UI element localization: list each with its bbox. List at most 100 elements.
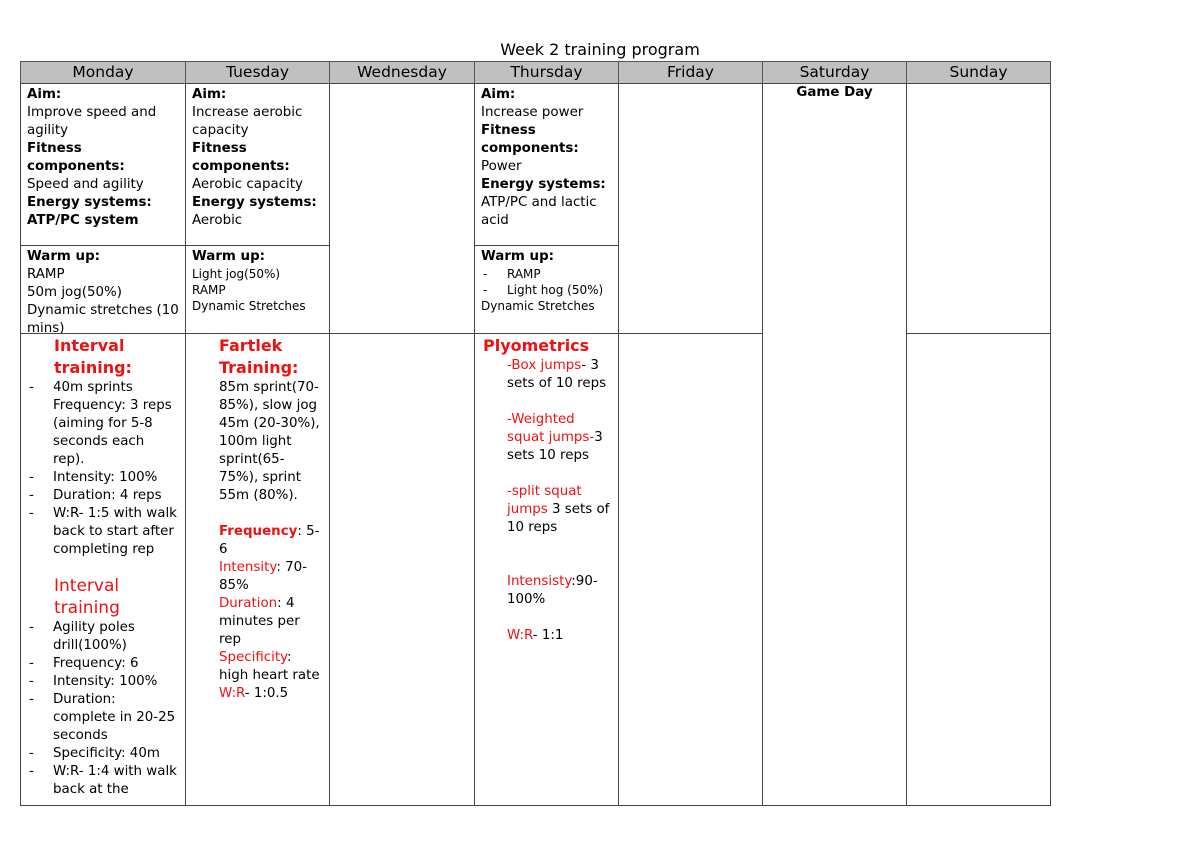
- header-tuesday: Tuesday: [185, 61, 330, 84]
- warmup-item: Dynamic Stretches: [192, 299, 306, 313]
- warmup-item: Light jog(50%): [192, 267, 281, 281]
- saturday-cell: Game Day: [762, 83, 907, 806]
- detail-specificity: Specificity: high heart rate: [219, 649, 321, 685]
- warmup-label: Warm up:: [27, 249, 101, 264]
- header-friday: Friday: [618, 61, 763, 84]
- detail-label: Specificity: [219, 650, 288, 665]
- exercise-box-jumps: -Box jumps- 3 sets of 10 reps: [507, 357, 612, 393]
- wr-detail: W:R- 1:1: [507, 627, 612, 645]
- list-item: W:R- 1:4 with walk back at the: [27, 763, 179, 799]
- intensity-detail: Intensisty:90-100%: [507, 573, 612, 609]
- detail-label: W:R: [507, 628, 533, 643]
- monday-aim-cell: Aim: Improve speed and agility Fitness c…: [20, 83, 186, 246]
- fitness-label: Fitness components:: [481, 123, 579, 156]
- header-wednesday: Wednesday: [329, 61, 475, 84]
- header-monday: Monday: [20, 61, 186, 84]
- monday-warmup-cell: Warm up: RAMP 50m jog(50%) Dynamic stret…: [20, 245, 186, 334]
- detail-value: : 70-85%: [219, 560, 307, 593]
- list-item: W:R- 1:5 with walk back to start after c…: [27, 505, 179, 559]
- thursday-session-cell: Plyometrics -Box jumps- 3 sets of 10 rep…: [474, 333, 619, 806]
- detail-intensity: Intensity: 70-85%: [219, 559, 321, 595]
- energy-text: ATP/PC and lactic acid: [481, 195, 597, 228]
- detail-wr: W:R- 1:0.5: [219, 685, 321, 703]
- fitness-text: Power: [481, 159, 522, 174]
- tuesday-session-cell: Fartlek Training: 85m sprint(70-85%), sl…: [185, 333, 330, 806]
- list-item: Duration: 4 reps: [27, 487, 179, 505]
- warmup-item: RAMP: [192, 283, 226, 297]
- detail-label: Intensity: [219, 560, 277, 575]
- detail-value: : high heart rate: [219, 650, 320, 683]
- warmup-item: Dynamic Stretches: [481, 299, 595, 313]
- energy-label: Energy systems:: [481, 177, 606, 192]
- detail-value: : 5-6: [219, 524, 320, 557]
- list-item: Frequency: 6: [27, 655, 179, 673]
- session-title: Interval training:: [54, 336, 132, 377]
- tuesday-aim-cell: Aim: Increase aerobic capacity Fitness c…: [185, 83, 330, 246]
- fitness-text: Speed and agility: [27, 177, 144, 192]
- aim-label: Aim:: [192, 87, 227, 102]
- warmup-item: RAMP: [27, 267, 65, 282]
- exercise-detail: 3 sets 10 reps: [507, 430, 603, 463]
- thursday-warmup-cell: Warm up: RAMP Light hog (50%) Dynamic St…: [474, 245, 619, 334]
- list-item: Intensity: 100%: [27, 469, 179, 487]
- list-item: 40m sprints Frequency: 3 reps (aiming fo…: [27, 379, 179, 469]
- energy-label: Energy systems:: [27, 195, 152, 210]
- header-saturday: Saturday: [762, 61, 907, 84]
- session-title: Fartlek Training:: [219, 336, 299, 377]
- energy-text: ATP/PC system: [27, 213, 139, 228]
- session-title: Plyometrics: [483, 336, 590, 355]
- detail-value: : 4 minutes per rep: [219, 596, 300, 647]
- warmup-item: 50m jog(50%): [27, 285, 122, 300]
- session-title: Interval training: [54, 576, 120, 618]
- header-thursday: Thursday: [474, 61, 619, 84]
- sunday-top-cell: [906, 83, 1051, 334]
- tuesday-warmup-cell: Warm up: Light jog(50%) RAMP Dynamic Str…: [185, 245, 330, 334]
- list-item: Specificity: 40m: [27, 745, 179, 763]
- aim-label: Aim:: [481, 87, 516, 102]
- fitness-label: Fitness components:: [27, 141, 125, 174]
- detail-frequency: Frequency: 5-6: [219, 523, 321, 559]
- list-item: Duration: complete in 20-25 seconds: [27, 691, 179, 745]
- header-sunday: Sunday: [906, 61, 1051, 84]
- exercise-detail: - 3 sets of 10 reps: [507, 358, 607, 391]
- aim-text: Increase aerobic capacity: [192, 105, 303, 138]
- exercise-name: -Weighted squat jumps-: [507, 412, 595, 445]
- warmup-label: Warm up:: [481, 249, 555, 264]
- energy-text: Aerobic: [192, 213, 243, 228]
- aim-text: Improve speed and agility: [27, 105, 157, 138]
- warmup-item: Light hog (50%): [481, 282, 612, 298]
- aim-text: Increase power: [481, 105, 584, 120]
- exercise-name: -Box jumps: [507, 358, 582, 373]
- detail-label: W:R: [219, 686, 245, 701]
- monday-session-cell: Interval training: 40m sprints Frequency…: [20, 333, 186, 806]
- warmup-item: RAMP: [481, 266, 612, 282]
- warmup-label: Warm up:: [192, 249, 266, 264]
- fitness-text: Aerobic capacity: [192, 177, 303, 192]
- wednesday-session-cell: [329, 333, 475, 806]
- aim-label: Aim:: [27, 87, 62, 102]
- exercise-weighted-squat-jumps: -Weighted squat jumps-3 sets 10 reps: [507, 411, 612, 465]
- exercise-name: -split squat jumps: [507, 484, 582, 517]
- detail-label: Duration: [219, 596, 278, 611]
- friday-session-cell: [618, 333, 763, 806]
- detail-label: Intensisty: [507, 574, 572, 589]
- detail-label: Frequency: [219, 524, 298, 539]
- sunday-session-cell: [906, 333, 1051, 806]
- session-text: 85m sprint(70-85%), slow jog 45m (20-30%…: [219, 380, 320, 503]
- detail-duration: Duration: 4 minutes per rep: [219, 595, 321, 649]
- friday-top-cell: [618, 83, 763, 334]
- thursday-aim-cell: Aim: Increase power Fitness components: …: [474, 83, 619, 246]
- game-day-label: Game Day: [796, 85, 873, 100]
- detail-value: - 1:0.5: [244, 686, 289, 701]
- fitness-label: Fitness components:: [192, 141, 290, 174]
- exercise-detail: 3 sets of 10 reps: [507, 502, 610, 535]
- warmup-item: Dynamic stretches (10 mins): [27, 303, 179, 334]
- exercise-split-squat-jumps: -split squat jumps 3 sets of 10 reps: [507, 483, 612, 537]
- detail-value: :90-100%: [507, 574, 598, 607]
- energy-label: Energy systems:: [192, 195, 317, 210]
- wednesday-top-cell: [329, 83, 475, 334]
- list-item: Intensity: 100%: [27, 673, 179, 691]
- detail-value: - 1:1: [532, 628, 564, 643]
- list-item: Agility poles drill(100%): [27, 619, 179, 655]
- document-title: Week 2 training program: [500, 40, 700, 59]
